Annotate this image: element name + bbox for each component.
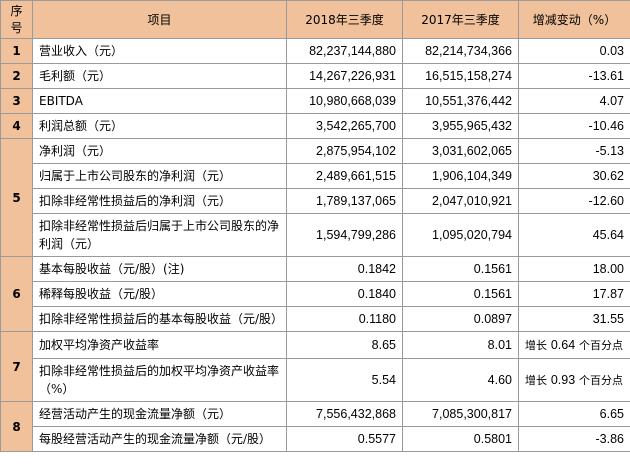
value-2018-cell: 10,980,668,039 (286, 88, 403, 114)
value-2017-cell: 3,955,965,432 (402, 113, 519, 139)
change-cell: -5.13 (518, 138, 630, 164)
change-cell: -3.86 (518, 426, 630, 452)
item-cell: 毛利额（元） (32, 63, 287, 89)
table-row: 扣除非经常性损益后归属于上市公司股东的净利润（元） 1,594,799,286 … (1, 213, 630, 257)
value-2017-cell: 0.0897 (402, 306, 519, 332)
change-suffix: 个百分点 (579, 373, 623, 387)
change-cell: -13.61 (518, 63, 630, 89)
table-row: 5 净利润（元） 2,875,954,102 3,031,602,065 -5.… (0, 138, 630, 257)
item-cell: 扣除非经常性损益后的净利润（元） (32, 188, 287, 214)
value-2017-cell: 0.5801 (402, 426, 519, 452)
item-cell: EBITDA (32, 88, 287, 114)
table-row: 2 毛利额（元） 14,267,226,931 16,515,158,274 -… (0, 63, 630, 89)
value-2017-cell: 2,047,010,921 (402, 188, 519, 214)
change-prefix: 增长 (525, 338, 547, 352)
change-prefix: 增长 (525, 373, 547, 387)
value-2017-cell: 1,906,104,349 (402, 163, 519, 189)
financial-table: 序号 项目 2018年三季度 2017年三季度 增减变动（%） 1 营业收入（元… (0, 0, 630, 452)
value-2017-cell: 7,085,300,817 (402, 401, 519, 427)
value-2017-cell: 1,095,020,794 (402, 213, 519, 257)
value-2017-cell: 8.01 (402, 331, 519, 359)
seq-cell: 6 (0, 256, 33, 332)
item-cell: 每股经营活动产生的现金流量净额（元/股） (32, 426, 287, 452)
value-2018-cell: 14,267,226,931 (286, 63, 403, 89)
value-2018-cell: 1,594,799,286 (286, 213, 403, 257)
table-row: 稀释每股收益（元/股） 0.1840 0.1561 17.87 (1, 281, 630, 307)
change-cell: 30.62 (518, 163, 630, 189)
item-cell: 经营活动产生的现金流量净额（元） (32, 401, 287, 427)
change-cell: 31.55 (518, 306, 630, 332)
value-2017-cell: 10,551,376,442 (402, 88, 519, 114)
table-row: 扣除非经常性损益后的加权平均净资产收益率（%） 5.54 4.60 增长 0.9… (1, 358, 630, 402)
table-row: 扣除非经常性损益后的基本每股收益（元/股） 0.1180 0.0897 31.5… (1, 306, 630, 332)
item-cell: 归属于上市公司股东的净利润（元） (32, 163, 287, 189)
change-cell: 18.00 (518, 256, 630, 282)
seq-cell: 7 (0, 331, 33, 402)
change-cell: 增长 0.64 个百分点 (518, 331, 630, 359)
seq-cell: 5 (0, 138, 33, 257)
value-2017-cell: 3,031,602,065 (402, 138, 519, 164)
item-cell: 加权平均净资产收益率 (32, 331, 287, 359)
value-2017-cell: 82,214,734,366 (402, 38, 519, 64)
table-row: 6 基本每股收益（元/股）(注) 0.1842 0.1561 18.00 (0, 256, 630, 332)
value-2018-cell: 3,542,265,700 (286, 113, 403, 139)
table-row: 7 加权平均净资产收益率 8.65 8.01 增长 0.64 个百分点 (0, 331, 630, 402)
table-row: 归属于上市公司股东的净利润（元） 2,489,661,515 1,906,104… (1, 163, 630, 189)
header-row: 序号 项目 2018年三季度 2017年三季度 增减变动（%） (0, 0, 630, 39)
item-cell: 营业收入（元） (32, 38, 287, 64)
value-2018-cell: 1,789,137,065 (286, 188, 403, 214)
header-seq: 序号 (0, 0, 33, 39)
item-cell: 扣除非经常性损益后归属于上市公司股东的净利润（元） (32, 213, 287, 257)
item-cell: 扣除非经常性损益后的基本每股收益（元/股） (32, 306, 287, 332)
change-value: 0.93 (550, 372, 576, 387)
seq-cell: 1 (0, 38, 33, 64)
value-2018-cell: 2,489,661,515 (286, 163, 403, 189)
change-cell: -10.46 (518, 113, 630, 139)
value-2018-cell: 0.1842 (286, 256, 403, 282)
value-2018-cell: 0.1180 (286, 306, 403, 332)
change-cell: 17.87 (518, 281, 630, 307)
item-cell: 基本每股收益（元/股）(注) (32, 256, 287, 282)
item-cell: 稀释每股收益（元/股） (32, 281, 287, 307)
value-2018-cell: 7,556,432,868 (286, 401, 403, 427)
value-2017-cell: 0.1561 (402, 256, 519, 282)
header-change: 增减变动（%） (518, 0, 630, 39)
change-cell: 4.07 (518, 88, 630, 114)
value-2017-cell: 0.1561 (402, 281, 519, 307)
seq-cell: 3 (0, 88, 33, 114)
item-cell: 净利润（元） (32, 138, 287, 164)
change-cell: 45.64 (518, 213, 630, 257)
seq-cell: 2 (0, 63, 33, 89)
value-2017-cell: 4.60 (402, 358, 519, 402)
change-suffix: 个百分点 (579, 338, 623, 352)
change-value: 0.64 (550, 337, 576, 352)
header-2017: 2017年三季度 (402, 0, 519, 39)
table-row: 3 EBITDA 10,980,668,039 10,551,376,442 4… (0, 88, 630, 114)
change-cell: -12.60 (518, 188, 630, 214)
table-row: 每股经营活动产生的现金流量净额（元/股） 0.5577 0.5801 -3.86 (1, 426, 630, 452)
value-2018-cell: 0.1840 (286, 281, 403, 307)
header-item: 项目 (32, 0, 287, 39)
change-cell: 增长 0.93 个百分点 (518, 358, 630, 402)
item-cell: 利润总额（元） (32, 113, 287, 139)
value-2018-cell: 0.5577 (286, 426, 403, 452)
table-row: 4 利润总额（元） 3,542,265,700 3,955,965,432 -1… (0, 113, 630, 139)
value-2018-cell: 5.54 (286, 358, 403, 402)
item-cell: 扣除非经常性损益后的加权平均净资产收益率（%） (32, 358, 287, 402)
value-2018-cell: 8.65 (286, 331, 403, 359)
table-row: 1 营业收入（元） 82,237,144,880 82,214,734,366 … (0, 38, 630, 64)
header-2018: 2018年三季度 (286, 0, 403, 39)
value-2018-cell: 2,875,954,102 (286, 138, 403, 164)
seq-cell: 8 (0, 401, 33, 452)
table-row: 扣除非经常性损益后的净利润（元） 1,789,137,065 2,047,010… (1, 188, 630, 214)
change-cell: 0.03 (518, 38, 630, 64)
value-2017-cell: 16,515,158,274 (402, 63, 519, 89)
change-cell: 6.65 (518, 401, 630, 427)
value-2018-cell: 82,237,144,880 (286, 38, 403, 64)
table-row: 8 经营活动产生的现金流量净额（元） 7,556,432,868 7,085,3… (0, 401, 630, 452)
seq-cell: 4 (0, 113, 33, 139)
